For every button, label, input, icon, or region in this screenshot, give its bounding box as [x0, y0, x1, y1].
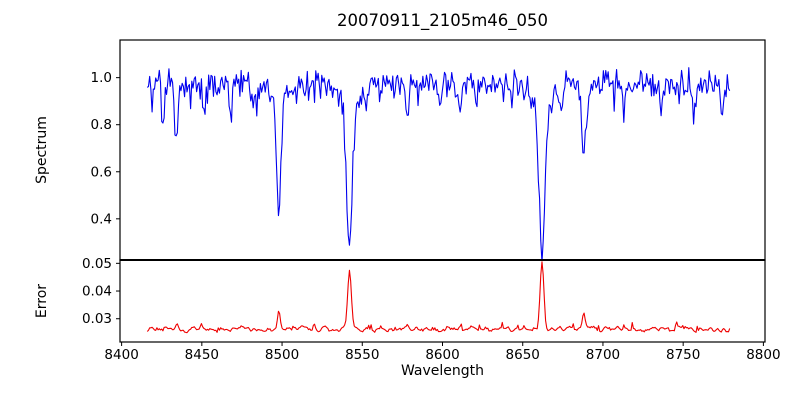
x-tick-label: 8400 — [104, 347, 138, 363]
error-line — [146, 261, 731, 334]
x-tick-label: 8700 — [586, 347, 620, 363]
x-tick-label: 8650 — [506, 347, 540, 363]
spectrum-y-tick-label: 0.4 — [91, 211, 112, 227]
x-tick-label: 8550 — [345, 347, 379, 363]
x-tick-label: 8500 — [265, 347, 299, 363]
x-tick-label: 8450 — [185, 347, 219, 363]
spectrum-y-tick-label: 1.0 — [91, 70, 112, 86]
spectrum-line — [146, 67, 731, 260]
error-y-tick-label: 0.03 — [82, 311, 112, 327]
error-y-tick-label: 0.05 — [82, 256, 112, 272]
error-y-tick-label: 0.04 — [82, 284, 112, 300]
x-tick-label: 8750 — [666, 347, 700, 363]
chart-title: 20070911_2105m46_050 — [336, 11, 549, 30]
spectrum-y-tick-label: 0.8 — [91, 117, 112, 133]
wavelength-x-axis-label: Wavelength — [400, 363, 485, 379]
spectrum-panel-border — [119, 39, 766, 261]
x-tick-label: 8800 — [746, 347, 780, 363]
spectrum-y-tick-label: 0.6 — [91, 164, 112, 180]
x-tick-label: 8600 — [425, 347, 459, 363]
